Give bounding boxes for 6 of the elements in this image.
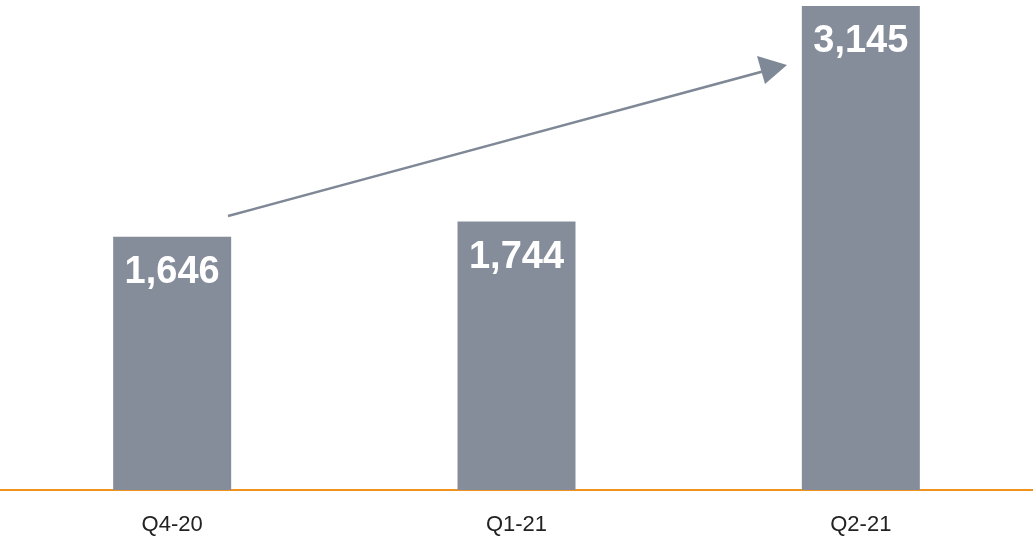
data-label: 1,646 [124, 248, 220, 291]
data-label: 1,744 [468, 233, 565, 276]
x-tick-label: Q4-20 [141, 510, 203, 536]
x-tick-label: Q2-21 [830, 510, 892, 536]
x-tick-label: Q1-21 [485, 510, 548, 536]
data-label: 3,145 [813, 18, 909, 60]
